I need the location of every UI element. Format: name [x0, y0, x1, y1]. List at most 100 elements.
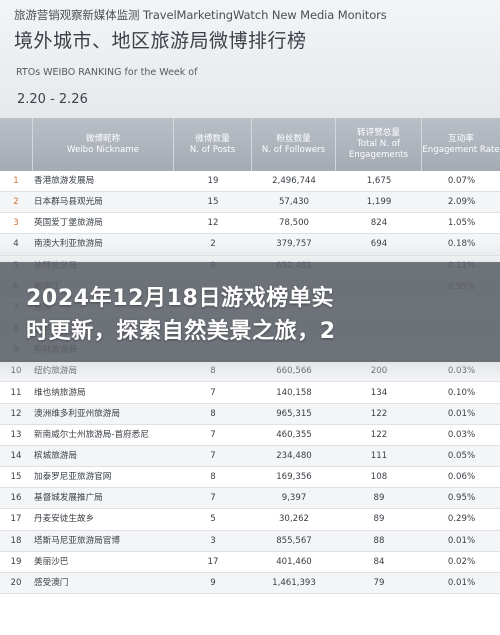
engagements-cell: 89 [373, 514, 385, 525]
followers-cell: 9,397 [281, 493, 307, 504]
rate-cell: 0.01% [447, 408, 476, 419]
rate-cell: 0.06% [447, 472, 476, 483]
engagements-cell: 1,199 [366, 197, 392, 208]
posts-cell: 7 [210, 429, 216, 440]
table-row: 2 日本群马县观光局 15 57,430 1,199 2.09% [0, 192, 500, 214]
nickname-cell: 日本群马县观光局 [34, 197, 103, 208]
rate-cell: 0.05% [447, 450, 476, 461]
engagements-cell: 79 [373, 577, 385, 588]
rate-cell: 0.29% [447, 514, 476, 525]
table-header: 微博昵称 Weibo Nickname 微博数量 N. of Posts 粉丝数… [0, 118, 500, 171]
followers-cell: 2,496,744 [272, 176, 316, 186]
rank-cell: 19 [10, 556, 22, 567]
rank-cell: 11 [10, 387, 22, 398]
table-row: 12 澳洲维多利亚州旅游局 8 965,315 122 0.01% [0, 403, 500, 425]
rate-cell: 0.03% [447, 429, 476, 440]
table-row: 13 新南威尔士州旅游局-首府悉尼 7 460,355 122 0.03% [0, 425, 500, 446]
posts-cell: 8 [210, 408, 216, 419]
engagements-cell: 88 [373, 535, 385, 546]
posts-cell: 7 [210, 493, 216, 504]
nickname-cell: 丹麦安徒生故乡 [34, 514, 95, 525]
posts-cell: 7 [210, 450, 216, 461]
rate-cell: 0.01% [447, 535, 476, 546]
followers-cell: 169,356 [276, 472, 312, 483]
engagements-cell: 134 [370, 387, 388, 398]
publisher-line: 旅游营销观察新媒体监测 TravelMarketingWatch New Med… [14, 8, 387, 22]
engagements-cell: 108 [370, 472, 388, 483]
followers-cell: 460,355 [276, 429, 312, 440]
posts-cell: 9 [210, 577, 216, 588]
rank-cell: 14 [10, 450, 22, 461]
col-rank-header [0, 118, 33, 171]
rank-cell: 1 [13, 176, 19, 186]
followers-cell: 30,262 [278, 514, 310, 525]
overlay-title: 2024年12月18日游戏榜单实 时更新，探索自然美景之旅，2 [26, 286, 336, 344]
report-header: 旅游营销观察新媒体监测 TravelMarketingWatch New Med… [0, 0, 500, 118]
posts-cell: 12 [207, 218, 219, 229]
nickname-cell: 澳洲维多利亚州旅游局 [34, 408, 120, 419]
table-row: 11 维也纳旅游局 7 140,158 134 0.10% [0, 383, 500, 404]
posts-cell: 3 [210, 535, 216, 546]
nickname-cell: 槟城旅游局 [34, 450, 77, 461]
report-title: 境外城市、地区旅游局微博排行榜 [14, 30, 307, 52]
rank-cell: 20 [10, 577, 22, 588]
report-subtitle: RTOs WEIBO RANKING for the Week of [16, 67, 198, 78]
posts-cell: 19 [207, 176, 219, 186]
table-row: 20 感受澳门 9 1,461,393 79 0.01% [0, 572, 500, 594]
rank-cell: 13 [10, 429, 22, 440]
rate-cell: 1.05% [447, 218, 476, 229]
rate-cell: 0.95% [447, 493, 476, 504]
engagements-cell: 84 [373, 556, 385, 567]
rate-cell: 0.07% [447, 176, 476, 186]
nickname-cell: 新南威尔士州旅游局-首府悉尼 [34, 429, 149, 440]
followers-cell: 401,460 [276, 556, 312, 567]
table-row: 3 英国爱丁堡旅游局 12 78,500 824 1.05% [0, 213, 500, 235]
table-row: 15 加泰罗尼亚旅游官网 8 169,356 108 0.06% [0, 467, 500, 489]
engagements-cell: 89 [373, 493, 385, 504]
posts-cell: 5 [210, 514, 216, 525]
followers-cell: 57,430 [278, 197, 310, 208]
engagements-cell: 824 [370, 218, 388, 229]
rank-cell: 17 [10, 514, 22, 525]
col-rate-header: 互动率 Engagement Rate [422, 133, 500, 155]
followers-cell: 78,500 [278, 218, 310, 229]
rate-cell: 0.01% [447, 577, 476, 588]
rank-cell: 18 [10, 535, 22, 546]
table-row: 1 香港旅游发展局 19 2,496,744 1,675 0.07% [0, 171, 500, 193]
rank-cell: 3 [13, 218, 19, 229]
nickname-cell: 香港旅游发展局 [34, 176, 95, 186]
nickname-cell: 塔斯马尼亚旅游局官博 [34, 535, 120, 546]
col-engagements-header: 转评赞总量 Total N. of Engagements [336, 118, 422, 171]
followers-cell: 1,461,393 [272, 577, 316, 588]
engagements-cell: 111 [370, 450, 388, 461]
report-date-range: 2.20 - 2.26 [17, 92, 88, 107]
nickname-cell: 英国爱丁堡旅游局 [34, 218, 103, 229]
table-row: 16 基督城发展推广局 7 9,397 89 0.95% [0, 488, 500, 510]
nickname-cell: 美丽沙巴 [34, 556, 69, 567]
nickname-cell: 维也纳旅游局 [34, 387, 86, 398]
followers-cell: 140,158 [276, 387, 312, 398]
rank-cell: 12 [10, 408, 22, 419]
followers-cell: 855,567 [276, 535, 312, 546]
nickname-cell: 加泰罗尼亚旅游官网 [34, 472, 112, 483]
rank-cell: 16 [10, 493, 22, 504]
posts-cell: 17 [207, 556, 219, 567]
rate-cell: 0.02% [447, 556, 476, 567]
engagements-cell: 122 [370, 408, 388, 419]
nickname-cell: 感受澳门 [34, 577, 69, 588]
rank-cell: 2 [13, 197, 19, 208]
rank-cell: 15 [10, 472, 22, 483]
table-row: 19 美丽沙巴 17 401,460 84 0.02% [0, 552, 500, 573]
engagements-cell: 122 [370, 429, 388, 440]
title-overlay-band [0, 262, 500, 362]
table-row: 18 塔斯马尼亚旅游局官博 3 855,567 88 0.01% [0, 530, 500, 552]
followers-cell: 965,315 [276, 408, 312, 419]
engagements-cell: 1,675 [366, 176, 392, 186]
rate-cell: 0.10% [447, 387, 476, 398]
posts-cell: 15 [207, 197, 219, 208]
nickname-cell: 基督城发展推广局 [34, 493, 103, 504]
table-row: 14 槟城旅游局 7 234,480 111 0.05% [0, 445, 500, 468]
col-nickname-header: 微博昵称 Weibo Nickname [33, 118, 174, 171]
followers-cell: 234,480 [276, 450, 312, 461]
table-row: 17 丹麦安徒生故乡 5 30,262 89 0.29% [0, 509, 500, 531]
